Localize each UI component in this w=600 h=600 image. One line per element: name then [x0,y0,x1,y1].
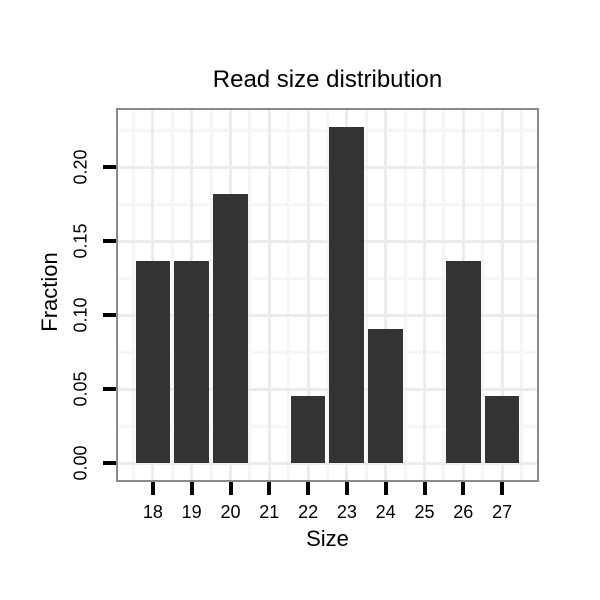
gridline-minor-vertical [481,110,485,480]
x-axis-tick [267,482,272,495]
gridline-minor-vertical [520,110,523,480]
y-axis-tick [103,239,116,244]
bar-size-22 [290,395,326,464]
gridline-major-horizontal [118,461,537,465]
gridline-minor-horizontal [118,276,537,280]
x-axis-tick [383,482,388,495]
bar-size-26 [445,261,481,464]
x-axis-tick [500,482,505,495]
x-axis-tick [461,482,466,495]
x-tick-label: 26 [453,502,474,522]
x-tick-label: 18 [142,502,163,522]
gridline-major-horizontal [118,165,537,169]
x-axis-tick [344,482,349,495]
gridline-minor-horizontal [118,128,537,132]
x-axis-tick [228,482,233,495]
chart-title: Read size distribution [212,66,443,93]
x-axis-label: Size [306,526,349,551]
x-tick-label: 25 [414,502,435,522]
gridline-major-vertical [306,110,310,480]
x-tick-label: 21 [259,502,280,522]
gridline-major-horizontal [118,239,537,243]
x-tick-label: 19 [181,502,202,522]
gridline-minor-horizontal [118,202,537,206]
gridline-minor-vertical [442,110,446,480]
gridline-major-vertical [267,110,271,480]
gridline-major-horizontal [118,387,537,391]
gridline-minor-vertical [248,110,252,480]
gridline-major-vertical [500,110,504,480]
gridline-minor-vertical [287,110,291,480]
y-axis-label: Fraction [37,252,62,332]
y-tick-label: 0.10 [70,297,91,333]
y-axis-tick [103,387,116,392]
y-tick-label: 0.00 [70,445,91,481]
y-tick-label: 0.05 [70,371,91,407]
x-tick-label: 23 [336,502,357,522]
gridline-minor-vertical [209,110,213,480]
gridline-major-vertical [423,110,426,480]
bar-size-27 [484,395,520,464]
gridline-minor-vertical [170,110,174,480]
bar-size-20 [213,194,248,464]
bar-size-23 [329,126,365,464]
y-axis-tick [103,165,116,170]
x-axis-tick [150,482,155,495]
gridline-major-horizontal [118,313,537,317]
plot-panel [116,108,539,482]
x-axis-tick [189,482,194,495]
gridline-minor-horizontal [118,350,537,354]
x-tick-label: 22 [298,502,319,522]
gridline-major-vertical [384,110,388,480]
x-axis-tick [306,482,311,495]
x-axis-tick [422,482,427,495]
gridline-minor-vertical [326,110,329,480]
gridline-minor-vertical [132,110,135,480]
bar-size-18 [135,261,171,464]
bar-size-19 [174,261,210,464]
x-tick-label: 20 [220,502,241,522]
y-axis-tick [103,313,116,318]
gridline-minor-vertical [403,110,407,480]
x-tick-label: 27 [492,502,513,522]
bar-size-24 [368,328,404,464]
x-tick-label: 24 [375,502,396,522]
gridline-minor-horizontal [118,424,537,428]
gridline-minor-vertical [364,110,368,480]
y-axis-tick [103,461,116,466]
y-tick-label: 0.20 [70,149,91,185]
y-tick-label: 0.15 [70,223,91,259]
